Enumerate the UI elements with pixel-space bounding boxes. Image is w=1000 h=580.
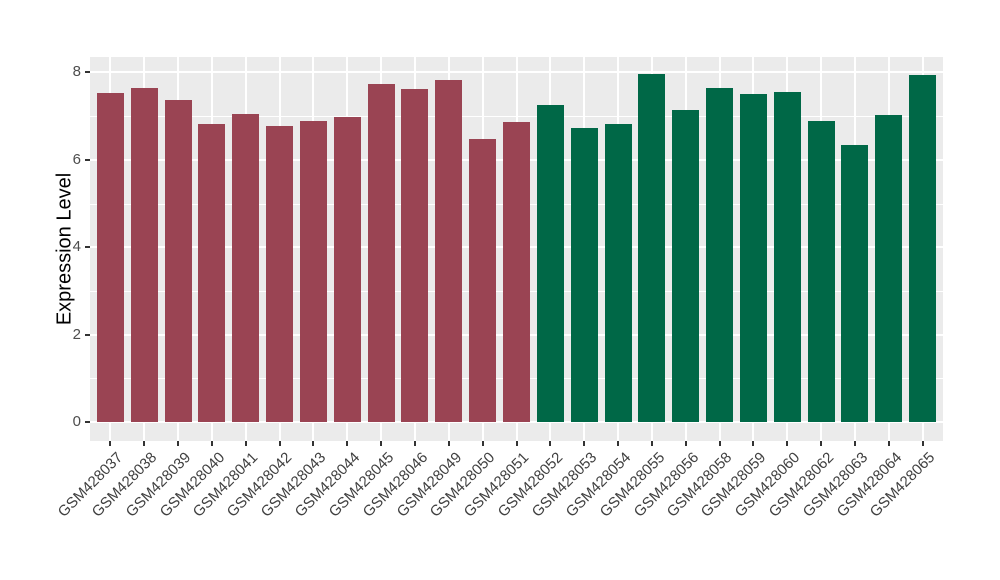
bar-GSM428062 [808,121,835,422]
x-tick-mark [109,441,112,446]
bar-GSM428050 [469,139,496,422]
y-tick-label-0: 0 [72,413,81,430]
bar-GSM428049 [435,80,462,422]
bar-GSM428064 [875,115,902,422]
bar-GSM428046 [401,89,428,422]
y-tick-mark [85,333,90,336]
bar-GSM428038 [131,88,158,422]
x-tick-mark [413,441,416,446]
bar-GSM428045 [368,84,395,422]
plot-panel [90,57,943,441]
bar-GSM428043 [300,121,327,422]
bar-GSM428054 [605,124,632,422]
x-tick-mark [617,441,620,446]
bar-GSM428044 [334,117,361,422]
y-tick-label-2: 2 [72,325,81,343]
bar-GSM428042 [266,126,293,422]
x-tick-mark [278,441,281,446]
y-tick-mark [85,421,90,423]
x-tick-mark [447,441,450,446]
x-tick-mark [921,441,924,446]
bar-GSM428059 [740,94,767,422]
x-tick-mark [210,441,213,446]
x-tick-mark [786,441,789,446]
x-tick-mark [549,441,552,446]
y-tick-label-6: 6 [72,150,81,168]
x-tick-mark [380,441,383,446]
bar-GSM428039 [165,100,192,422]
x-tick-mark [143,441,146,446]
bar-GSM428055 [638,74,665,422]
bar-GSM428063 [841,145,868,422]
y-tick-mark [85,246,90,249]
bar-GSM428056 [672,110,699,422]
x-tick-mark [515,441,518,446]
y-tick-label-4: 4 [72,238,81,256]
x-tick-mark [346,441,349,446]
bar-GSM428037 [97,93,124,422]
bar-GSM428060 [774,92,801,422]
bar-GSM428040 [198,124,225,422]
x-tick-mark [583,441,586,446]
x-tick-mark [177,441,179,446]
x-tick-mark [684,441,687,446]
bar-GSM428041 [232,114,259,422]
x-tick-mark [853,441,856,446]
bar-GSM428052 [537,105,564,422]
x-tick-mark [887,441,890,446]
x-tick-mark [650,441,653,446]
x-tick-mark [752,441,755,446]
y-tick-mark [85,158,90,161]
bar-GSM428051 [503,122,530,422]
y-tick-mark [85,71,90,74]
x-tick-mark [820,441,823,446]
bar-GSM428058 [706,88,733,422]
y-tick-label-8: 8 [72,63,81,81]
bar-GSM428065 [909,75,936,422]
x-tick-mark [312,441,315,446]
x-tick-mark [718,441,721,446]
x-tick-mark [481,441,484,446]
x-tick-mark [244,441,247,446]
bar-GSM428053 [571,128,598,422]
